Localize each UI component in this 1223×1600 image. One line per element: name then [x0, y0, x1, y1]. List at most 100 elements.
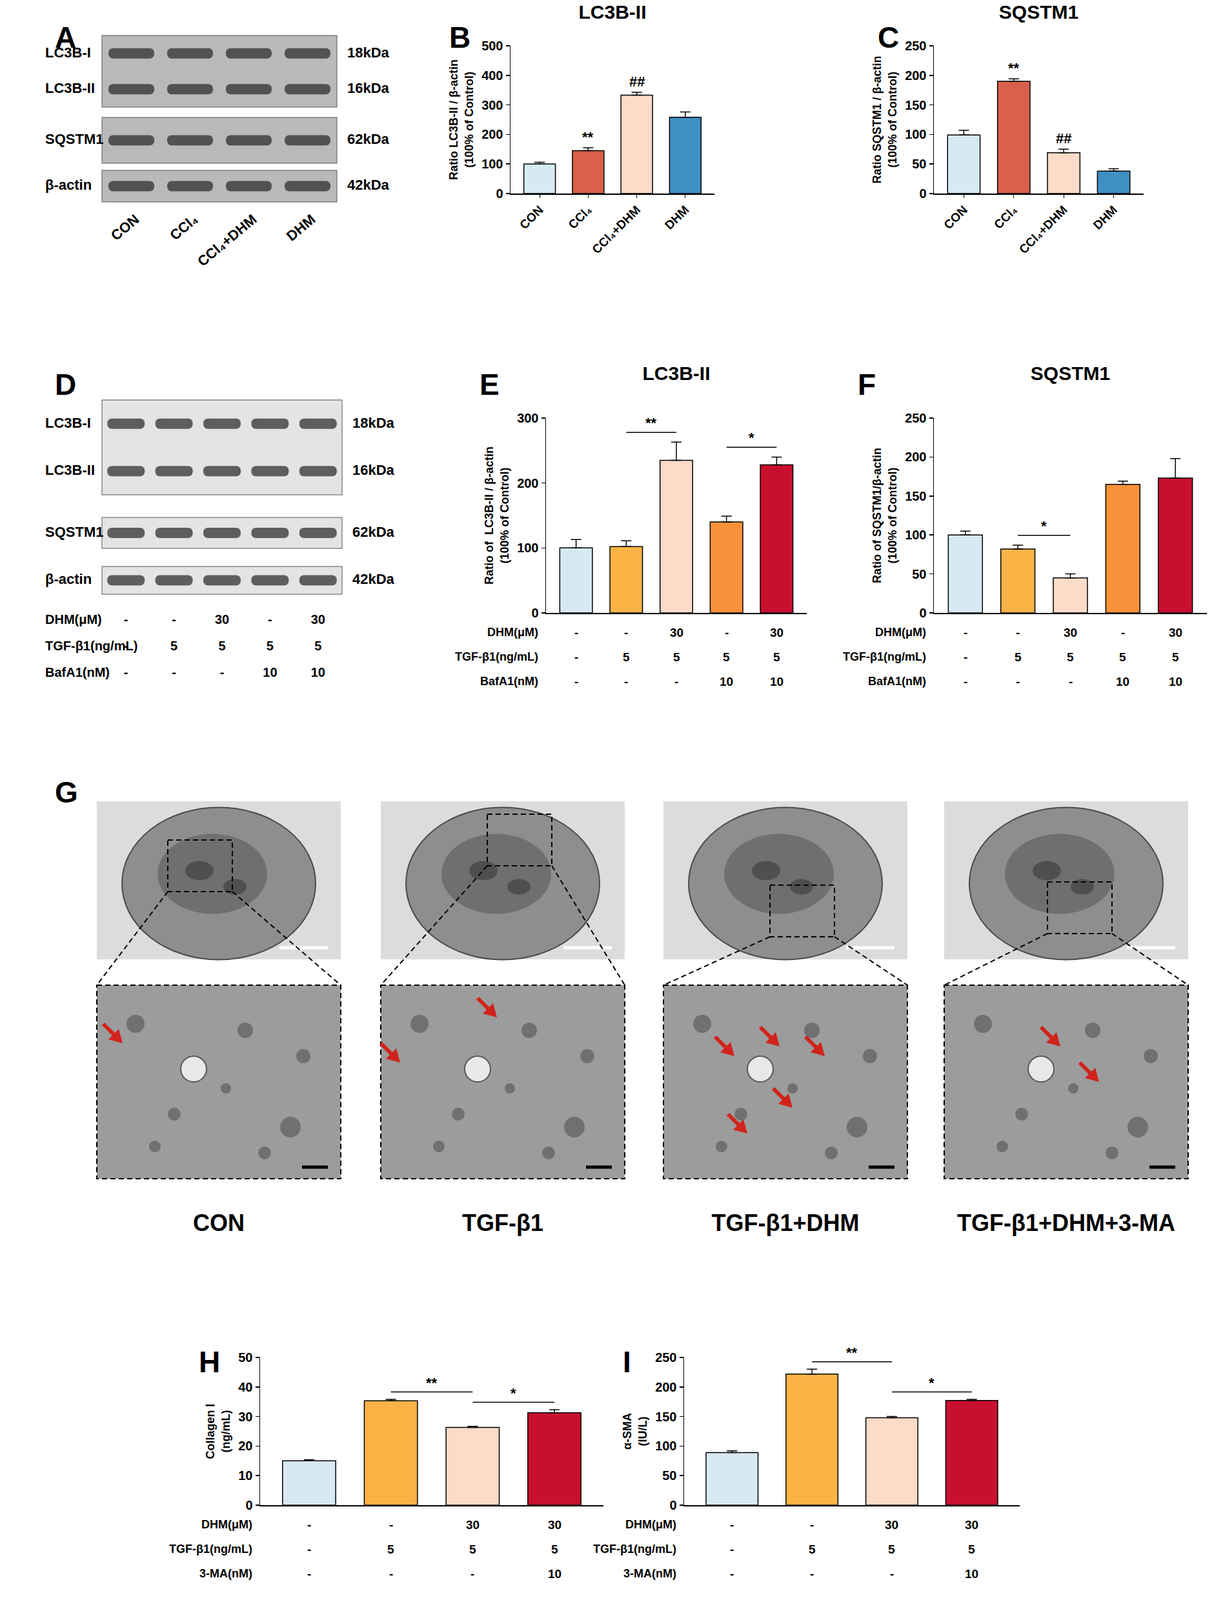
svg-text:10: 10 [719, 675, 734, 689]
svg-text:0: 0 [669, 1498, 677, 1513]
svg-text:50: 50 [911, 567, 927, 582]
svg-text:5: 5 [170, 638, 178, 654]
svg-text:42kDa: 42kDa [352, 571, 395, 588]
svg-text:LC3B-I: LC3B-I [45, 44, 91, 61]
svg-text:Ratio of SQSTM1/β-actin(100% o: Ratio of SQSTM1/β-actin(100% of Control) [870, 447, 899, 584]
svg-text:150: 150 [904, 489, 927, 504]
svg-text:LC3B-II: LC3B-II [45, 462, 95, 479]
svg-text:5: 5 [622, 650, 630, 665]
svg-text:LC3B-I: LC3B-I [45, 414, 91, 432]
svg-text:CCl₄+DHM: CCl₄+DHM [589, 202, 643, 257]
svg-text:-: - [574, 675, 579, 689]
svg-text:CON: CON [192, 1210, 245, 1237]
svg-text:10: 10 [311, 665, 326, 680]
svg-text:Ratio of LC3B-II / β-actin(10: Ratio of LC3B-II / β-actin(100% of Contr… [482, 446, 511, 585]
svg-text:*: * [928, 1375, 935, 1392]
svg-text:*: * [748, 429, 755, 446]
svg-text:10: 10 [1168, 675, 1183, 689]
svg-text:200: 200 [655, 1380, 677, 1395]
svg-text:0: 0 [919, 606, 927, 621]
svg-text:200: 200 [904, 68, 927, 83]
svg-text:-: - [171, 612, 177, 627]
svg-text:5: 5 [1119, 650, 1127, 665]
svg-text:SQSTM1: SQSTM1 [45, 131, 104, 148]
svg-text:5: 5 [1172, 650, 1180, 665]
svg-text:-: - [307, 1518, 312, 1533]
svg-text:CCl₄: CCl₄ [566, 202, 595, 232]
svg-text:100: 100 [481, 156, 503, 172]
svg-text:CON: CON [107, 211, 143, 244]
svg-text:E: E [479, 367, 500, 402]
svg-text:5: 5 [266, 638, 274, 654]
svg-text:5: 5 [469, 1543, 477, 1557]
svg-text:Collagen Ⅰ(ng/mL): Collagen Ⅰ(ng/mL) [203, 1403, 232, 1460]
svg-text:G: G [54, 775, 79, 810]
svg-text:-: - [809, 1567, 814, 1582]
svg-text:16kDa: 16kDa [352, 462, 395, 479]
svg-text:-: - [1068, 675, 1073, 689]
svg-text:-: - [889, 1567, 894, 1582]
svg-text:Ratio SQSTM1 / β-actin(100% of: Ratio SQSTM1 / β-actin(100% of Control) [870, 55, 899, 184]
svg-text:-: - [963, 675, 968, 689]
svg-text:I: I [622, 1345, 632, 1380]
svg-text:**: ** [645, 414, 657, 432]
svg-text:-: - [220, 665, 225, 680]
svg-text:H: H [198, 1345, 221, 1380]
svg-text:SQSTM1: SQSTM1 [999, 1, 1079, 23]
svg-text:10: 10 [769, 675, 784, 689]
svg-text:-: - [389, 1518, 394, 1533]
svg-text:**: ** [1008, 60, 1020, 77]
svg-text:-: - [724, 626, 729, 640]
svg-text:50: 50 [238, 1350, 253, 1365]
svg-text:5: 5 [808, 1543, 816, 1557]
svg-text:150: 150 [655, 1410, 677, 1425]
svg-text:TGF-β1+DHM+3-MA: TGF-β1+DHM+3-MA [957, 1210, 1176, 1237]
svg-text:TGF-β1(ng/mL): TGF-β1(ng/mL) [842, 650, 927, 664]
svg-text:-: - [1015, 626, 1020, 640]
svg-text:5: 5 [968, 1543, 976, 1557]
svg-text:-: - [307, 1567, 312, 1582]
svg-text:-: - [389, 1567, 394, 1582]
svg-text:5: 5 [722, 650, 730, 665]
svg-text:**: ** [582, 129, 594, 146]
svg-text:30: 30 [1063, 626, 1078, 640]
svg-text:30: 30 [238, 1410, 253, 1425]
svg-text:C: C [877, 20, 900, 55]
svg-text:-: - [574, 626, 579, 640]
svg-text:20: 20 [238, 1439, 253, 1454]
svg-text:TGF-β1(ng/mL): TGF-β1(ng/mL) [593, 1543, 677, 1557]
svg-text:-: - [307, 1543, 312, 1557]
svg-text:-: - [729, 1543, 734, 1557]
svg-text:100: 100 [655, 1439, 677, 1454]
svg-text:*: * [510, 1385, 517, 1402]
svg-text:β-actin: β-actin [45, 571, 92, 588]
svg-text:TGF-β1(ng/mL): TGF-β1(ng/mL) [169, 1543, 253, 1557]
svg-text:200: 200 [516, 476, 539, 491]
svg-text:DHM: DHM [283, 211, 319, 244]
svg-text:-: - [809, 1518, 814, 1533]
svg-text:250: 250 [904, 411, 927, 426]
svg-text:200: 200 [481, 127, 503, 142]
svg-text:10: 10 [964, 1567, 979, 1582]
svg-text:40: 40 [238, 1380, 253, 1395]
svg-text:BafA1(nM): BafA1(nM) [45, 665, 110, 680]
svg-text:50: 50 [662, 1468, 677, 1484]
svg-text:0: 0 [495, 186, 503, 201]
svg-text:30: 30 [1168, 626, 1183, 640]
svg-text:Ratio LC3B-II / β-actin(100% o: Ratio LC3B-II / β-actin(100% of Control) [447, 59, 476, 181]
svg-text:500: 500 [481, 38, 503, 53]
svg-text:DHM: DHM [662, 202, 692, 232]
svg-text:-: - [171, 665, 177, 680]
svg-text:-: - [123, 638, 129, 654]
svg-text:BafA1(nM): BafA1(nM) [868, 675, 927, 688]
svg-text:DHM(μM): DHM(μM) [45, 612, 102, 627]
svg-text:-: - [729, 1567, 734, 1582]
svg-text:F: F [857, 367, 876, 402]
svg-text:5: 5 [673, 650, 681, 665]
svg-text:##: ## [1055, 130, 1072, 147]
svg-text:5: 5 [1066, 650, 1074, 665]
svg-text:3-MA(nM): 3-MA(nM) [199, 1567, 253, 1581]
svg-text:-: - [624, 675, 628, 689]
svg-text:100: 100 [516, 540, 539, 556]
svg-text:5: 5 [218, 638, 226, 654]
